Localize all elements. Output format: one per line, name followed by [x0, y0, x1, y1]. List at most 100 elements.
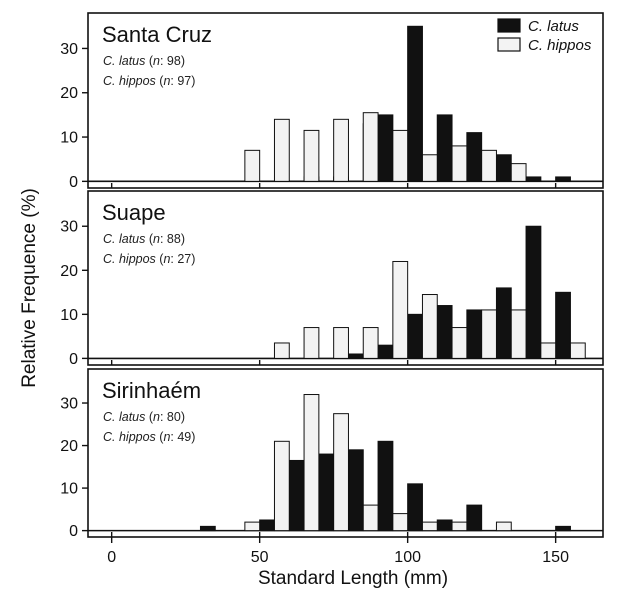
sample-size-note: C. latus (n: 88)	[103, 232, 185, 246]
bar-c-latus	[259, 519, 275, 532]
x-tick-label: 100	[394, 549, 421, 566]
bar-c-latus	[525, 225, 542, 359]
species-name: C. latus	[103, 54, 145, 68]
x-tick-label: 150	[542, 549, 569, 566]
panel-sirinhaem: 0 10 20 30 Sirinhaém C. latus (n : 80) C. hippo…	[60, 368, 604, 540]
bar-c-hippos	[244, 149, 261, 182]
panels-group: 0 10 20 30 Santa Cruz C. latus (n: 98) C. hipp…	[60, 12, 604, 540]
sample-size-note: C. latus (n: 98)	[103, 54, 185, 68]
bar-c-hippos	[392, 129, 409, 182]
bar-c-hippos	[495, 521, 512, 532]
y-tick-label: 20	[60, 438, 78, 455]
paren-open: (	[145, 232, 153, 246]
species-name: C. hippos	[103, 252, 156, 266]
bar-c-hippos	[421, 521, 438, 532]
bar-c-hippos	[333, 327, 349, 359]
n-label: n	[153, 54, 160, 68]
paren-open: (	[145, 54, 153, 68]
n-label: n	[163, 430, 170, 444]
bar-c-latus	[347, 449, 364, 532]
bar-c-hippos	[244, 521, 261, 532]
species-name: C. latus	[103, 410, 145, 424]
bar-c-hippos	[303, 327, 320, 359]
y-tick-label: 0	[69, 523, 78, 540]
bar-c-latus	[377, 114, 394, 182]
bar-c-latus	[495, 287, 512, 359]
sample-size-note: C. hippos (n: 27)	[103, 252, 195, 266]
legend-label: C. hippos	[528, 37, 592, 54]
paren-open: (	[156, 252, 164, 266]
bar-c-latus	[436, 114, 453, 182]
y-tick-label: 30	[60, 396, 78, 413]
site-title: Suape	[102, 200, 166, 225]
bar-c-latus	[555, 291, 571, 359]
species-name: C. hippos	[103, 74, 156, 88]
site-title: Santa Cruz	[102, 22, 212, 47]
y-tick-label: 10	[60, 307, 78, 324]
panel-santa-cruz: 0 10 20 30 Santa Cruz C. latus (n: 98) C. hipp…	[60, 12, 604, 191]
bar-c-latus	[525, 176, 542, 182]
y-tick-label: 20	[60, 263, 78, 280]
bar-c-latus	[436, 305, 453, 359]
species-name: C. latus	[103, 232, 145, 246]
bar-c-latus	[199, 525, 216, 532]
bar-c-latus	[466, 504, 483, 532]
y-tick-label: 10	[60, 130, 78, 147]
bar-c-hippos	[540, 342, 557, 359]
bar-c-hippos	[333, 118, 349, 182]
bar-c-latus	[377, 344, 394, 359]
bar-c-latus	[407, 313, 423, 359]
bar-c-hippos	[451, 521, 468, 532]
x-tick-label: 50	[251, 549, 269, 566]
n-value: : 80)	[160, 410, 185, 424]
x-axis-title: Standard Length (mm)	[258, 568, 448, 589]
y-tick-label: 0	[69, 351, 78, 368]
bar-c-hippos	[481, 149, 497, 182]
bar-c-hippos	[333, 413, 349, 532]
bar-c-hippos	[303, 129, 320, 182]
site-title: Sirinhaém	[102, 378, 201, 403]
legend-swatch	[497, 18, 521, 33]
legend-label: C. latus	[528, 18, 579, 35]
bar-c-latus	[436, 519, 453, 532]
y-tick-label: 30	[60, 41, 78, 58]
bar-c-hippos	[510, 309, 527, 359]
bar-c-latus	[555, 525, 571, 532]
bar-c-hippos	[421, 294, 438, 359]
n-label: n	[163, 74, 170, 88]
y-tick-label: 30	[60, 219, 78, 236]
legend: C. latus C. hippos	[497, 18, 592, 54]
n-label: n	[153, 232, 160, 246]
n-value: : 49)	[170, 430, 195, 444]
paren-open: (	[156, 430, 164, 444]
bar-c-hippos	[392, 513, 409, 532]
n-value: : 27)	[170, 252, 195, 266]
paren-open: (	[156, 74, 164, 88]
y-tick-label: 20	[60, 85, 78, 102]
bar-c-latus	[377, 440, 394, 532]
bar-c-latus	[466, 132, 483, 182]
bar-c-hippos	[510, 163, 527, 182]
species-name: C. hippos	[103, 430, 156, 444]
bar-c-hippos	[362, 112, 379, 182]
y-axis-title: Relative Frequence (%)	[19, 188, 40, 388]
bar-c-latus	[318, 453, 335, 532]
bar-c-hippos	[451, 327, 468, 359]
bar-c-latus	[555, 176, 571, 182]
bar-c-hippos	[273, 440, 290, 532]
bar-c-hippos	[392, 260, 409, 359]
bar-c-hippos	[303, 394, 320, 532]
bar-c-latus	[407, 25, 423, 182]
y-tick-label: 0	[69, 174, 78, 191]
bar-c-hippos	[481, 309, 497, 359]
bar-c-hippos	[362, 327, 379, 359]
x-axis: 0 50 100 150	[107, 537, 569, 566]
bar-c-hippos	[362, 504, 379, 532]
sample-size-note: C. hippos (n: 97)	[103, 74, 195, 88]
y-tick-label: 10	[60, 481, 78, 498]
bar-c-hippos	[273, 342, 290, 359]
n-label: n	[163, 252, 170, 266]
bar-c-latus	[407, 483, 423, 532]
